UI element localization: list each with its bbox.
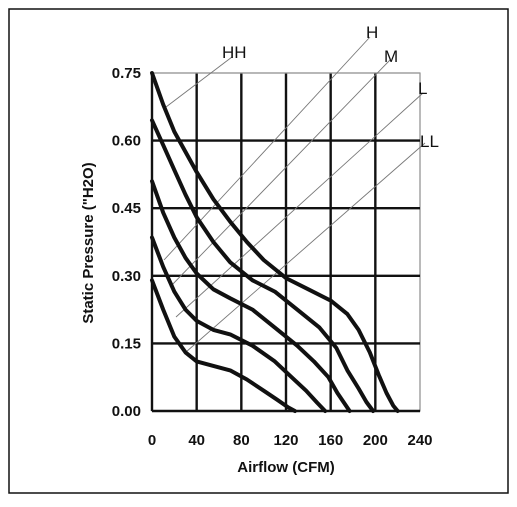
guide-line [185,142,426,353]
tick-labels: 0 40 80 120 160 200 240 0.00 0.15 0.30 0.45 0.60 0.7… [112,65,433,449]
y-tick-label: 0.15 [112,335,141,352]
series-line-m [150,179,352,413]
x-tick-label: 240 [407,432,432,449]
series-label-hh: HH [222,43,247,62]
x-tick-label: 0 [148,432,156,449]
series-line-hh [150,71,400,413]
x-tick-label: 80 [233,432,250,449]
grid [150,72,421,413]
y-tick-label: 0.30 [112,268,141,285]
guide-line [165,56,233,108]
series-line-l [150,235,328,413]
fan-speed-guide-lines [163,36,426,353]
series-label-h: H [366,23,378,42]
y-tick-label: 0.60 [112,133,141,150]
y-axis-title: Static Pressure ("H2O) [80,162,97,323]
series-label-m: M [384,47,398,66]
series-lines [150,71,400,413]
y-tick-label: 0.75 [112,65,141,82]
y-tick-label: 0.45 [112,200,141,217]
series-line-h [150,118,376,413]
series-label-ll: LL [420,132,439,151]
x-tick-label: 40 [188,432,205,449]
series-label-l: L [418,79,427,98]
x-tick-label: 120 [273,432,298,449]
outer-frame [8,8,509,494]
x-tick-label: 160 [318,432,343,449]
x-axis-title: Airflow (CFM) [237,459,334,476]
guide-line [169,59,391,288]
x-tick-label: 200 [363,432,388,449]
guide-line [175,92,424,318]
series-line-ll [150,278,297,413]
y-tick-label: 0.00 [112,403,141,420]
